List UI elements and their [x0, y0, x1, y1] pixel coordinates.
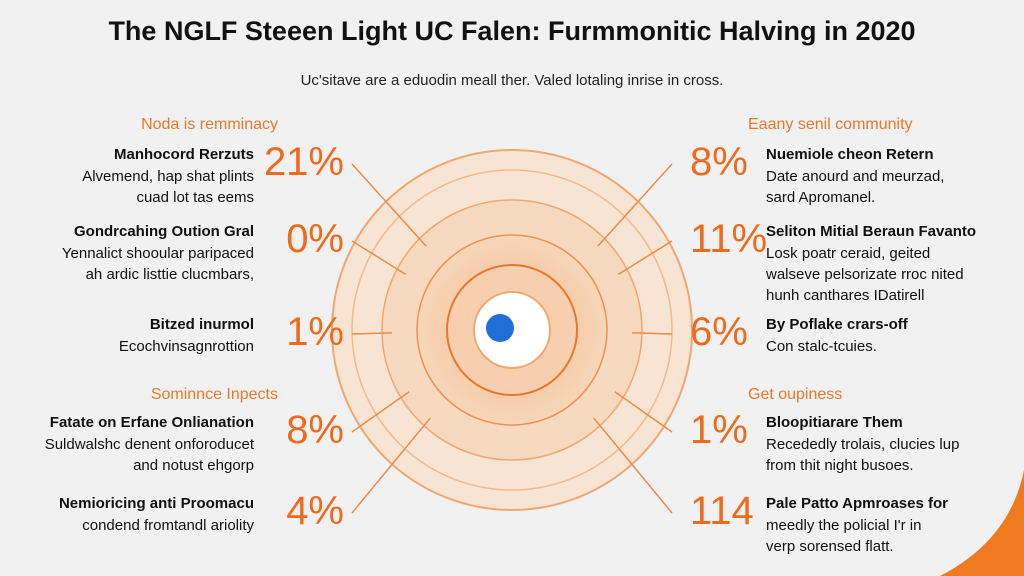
connector [351, 417, 431, 514]
connector [351, 332, 393, 335]
title: The NGLF Steeen Light UC Falen: Furmmoni… [108, 16, 916, 46]
stat-value: 0% [286, 217, 344, 261]
item-title: Seliton Mitial Beraun Favanto [766, 223, 977, 240]
section-heading: Get oupiness [748, 386, 843, 403]
connector [614, 391, 673, 433]
item-title: Bitzed inurmol [149, 316, 254, 333]
coin-icon [486, 314, 514, 342]
item-title: By Poflake crars-off [766, 316, 908, 333]
item-text: from thit night busoes. [766, 457, 914, 474]
item-title: Bloopitiarare Them [766, 414, 903, 431]
item-title: Manhocord Rerzuts [113, 146, 254, 163]
connector [351, 240, 407, 275]
item-text: condend fromtandl ariolity [82, 517, 254, 534]
stat-value: 21% [263, 140, 344, 184]
stat-value: 8% [286, 408, 344, 452]
item-text: ah ardic listtie clucmbars, [85, 266, 254, 283]
item-text: Con stalc-tcuies. [766, 338, 877, 355]
ring [351, 169, 673, 491]
connector [631, 332, 673, 335]
item-text: Yennalict shooular paripaced [61, 245, 254, 262]
item-text: and notust ehgorp [133, 457, 254, 474]
item-text: Alvemend, hap shat plints [82, 168, 254, 185]
connector [617, 240, 673, 275]
connector [597, 163, 673, 247]
item-text: Recededly trolais, clucies lup [766, 436, 960, 453]
connector [351, 391, 410, 433]
stat-value: 11% [690, 217, 768, 261]
item-title: Pale Patto Apmroases for [766, 495, 948, 512]
item-title: Gondrcahing Oution Gral [74, 223, 254, 240]
item-text: hunh canthares IDatirell [766, 287, 925, 304]
item-text: cuad lot tas eems [136, 189, 254, 206]
connector [351, 163, 427, 247]
stat-value: 6% [690, 310, 748, 354]
item-title: Nuemiole cheon Retern [766, 146, 934, 163]
section-heading: Eaany senil community [748, 116, 913, 133]
item-text: Date anourd and meurzad, [766, 168, 945, 185]
item-text: Losk poatr ceraid, geited [766, 245, 931, 262]
item-text: Ecochvinsagnrottion [118, 338, 254, 355]
section-heading: Noda is remminacy [141, 116, 278, 133]
item-text: walseve pelsorizate rroc nited [766, 266, 964, 283]
stat-value: 8% [690, 140, 748, 184]
item-text: verp sorensed flatt. [766, 538, 894, 555]
stat-value: 114 [690, 489, 754, 533]
stat-value: 1% [286, 310, 344, 354]
section-heading: Sominnce Inpects [150, 386, 278, 403]
item-text: meedly the policial I'r in [766, 517, 922, 534]
item-title: Fatate on Erfane Onlianation [49, 414, 254, 431]
subtitle: Uc'sitave are a eduodin meall ther. Vale… [300, 72, 724, 89]
corner-decoration [940, 470, 1024, 576]
stat-value: 1% [690, 408, 748, 452]
item-text: Suldwalshc denent onforoducet [44, 436, 254, 453]
item-text: sard Apromanel. [766, 189, 876, 206]
connector [593, 417, 673, 514]
item-title: Nemioricing anti Proomacu [58, 495, 254, 512]
stat-value: 4% [286, 489, 344, 533]
